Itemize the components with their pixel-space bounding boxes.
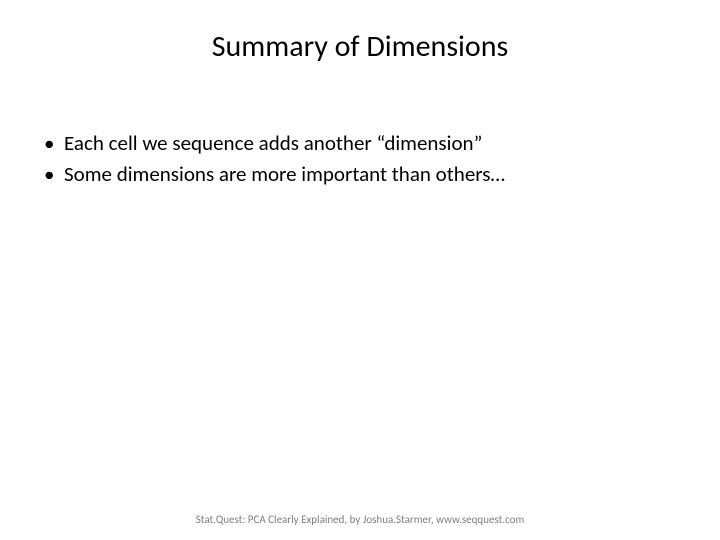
bullet-item: Some dimensions are more important than … (40, 161, 680, 188)
footer-attribution: Stat.Quest: PCA Clearly Explained, by Jo… (0, 513, 720, 526)
bullet-item: Each cell we sequence adds another “dime… (40, 130, 680, 157)
content-area: Each cell we sequence adds another “dime… (40, 130, 680, 193)
bullet-list: Each cell we sequence adds another “dime… (40, 130, 680, 189)
slide-title: Summary of Dimensions (0, 28, 720, 65)
